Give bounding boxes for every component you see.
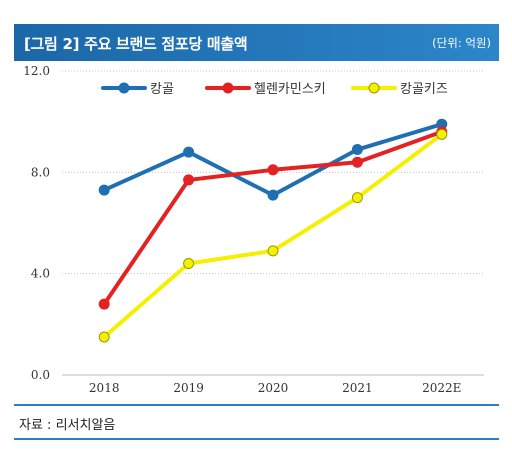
source-note: 자료 : 리서치알음 [19,418,116,433]
y-axis-ticks: 0.0 4.0 8.0 12.0 [23,64,50,382]
chart-header: [그림 2] 주요 브랜드 점포당 매출액 (단위: 억원) [14,24,499,61]
chart-title: [그림 2] 주요 브랜드 점포당 매출액 [24,35,248,53]
data-point [267,245,279,257]
data-point [351,156,363,168]
legend-swatch-marker [368,82,380,94]
data-point [351,192,363,204]
footer-divider-top [14,404,499,406]
data-point [267,189,279,201]
x-tick-label: 2020 [258,381,289,395]
x-tick-label: 2021 [342,381,373,395]
legend-label: 캉골키즈 [400,82,448,97]
footer-divider-bottom [14,438,499,440]
legend-label: 캉골 [150,82,174,97]
x-tick-label: 2019 [173,381,204,395]
x-tick-label: 2018 [89,381,120,395]
data-point [98,184,110,196]
data-point [183,174,195,186]
data-point [98,331,110,343]
legend-swatch-marker [118,82,130,94]
unit-label: (단위: 억원) [432,36,491,50]
legend-label: 헬렌카민스키 [254,82,326,97]
series-line-1 [102,122,444,198]
data-point [98,298,110,310]
y-tick-label: 8.0 [31,165,50,179]
series-lines [98,118,448,343]
data-point [183,146,195,158]
x-tick-label: 2022E [422,381,461,395]
data-point [436,128,448,140]
x-axis-ticks: 2018 2019 2020 2021 2022E [89,381,462,395]
data-point [267,164,279,176]
legend: 캉골 헬렌카민스키 캉골키즈 [101,82,448,97]
y-tick-label: 4.0 [31,267,50,281]
legend-swatch-marker [222,82,234,94]
data-point [183,258,195,270]
y-tick-label: 12.0 [23,64,50,78]
series-line-2 [102,129,444,307]
data-point [351,144,363,156]
grid-lines [62,70,484,376]
y-tick-label: 0.0 [31,368,50,382]
